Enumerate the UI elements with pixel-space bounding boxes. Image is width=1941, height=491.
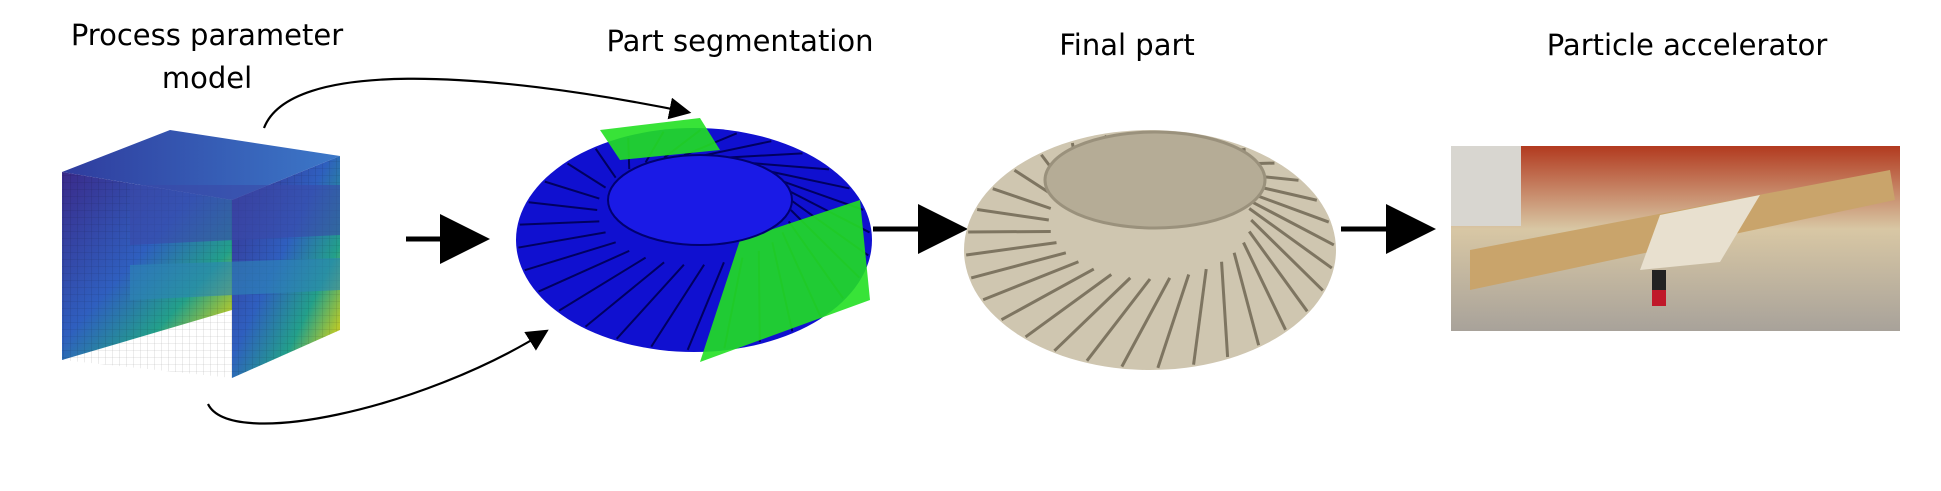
blade (1248, 230, 1309, 313)
blade (650, 264, 705, 348)
blade (519, 220, 600, 226)
blade (615, 264, 685, 340)
blade (686, 261, 725, 351)
blade (1053, 276, 1132, 352)
curved-arrow (262, 77, 692, 129)
blade (558, 256, 647, 312)
blade (566, 162, 607, 189)
blade (1248, 207, 1333, 270)
blade (528, 201, 598, 211)
blade (703, 140, 772, 157)
accelerator-photo (1451, 146, 1900, 331)
step-label: Part segmentation (607, 24, 874, 58)
blade (584, 261, 665, 328)
step-label: Particle accelerator (1547, 28, 1828, 62)
step-label: Process parameter (71, 18, 343, 52)
blade (1192, 268, 1208, 365)
blade (594, 148, 617, 179)
blade (965, 241, 1057, 257)
blade (1220, 261, 1230, 358)
blade (1156, 274, 1191, 369)
blade (1000, 267, 1095, 322)
curved-arrow (207, 329, 549, 425)
blade (1242, 196, 1335, 247)
blade (970, 251, 1067, 280)
blade (1250, 218, 1324, 292)
step-label: model (162, 61, 252, 95)
blade (1232, 252, 1261, 346)
blade (1120, 277, 1172, 368)
parameter-model-cube (62, 130, 340, 378)
blade (544, 180, 600, 200)
blade (982, 260, 1079, 302)
segmented-gear (516, 118, 872, 362)
blade (723, 152, 803, 159)
step-label: Final part (1059, 28, 1195, 62)
blade (524, 241, 616, 272)
blade (518, 231, 606, 249)
final-gear (964, 130, 1336, 370)
blade (538, 249, 630, 293)
blade (1242, 241, 1287, 331)
blade (992, 187, 1052, 210)
blade (1024, 273, 1113, 339)
blade (1085, 278, 1152, 362)
blade (976, 208, 1050, 222)
